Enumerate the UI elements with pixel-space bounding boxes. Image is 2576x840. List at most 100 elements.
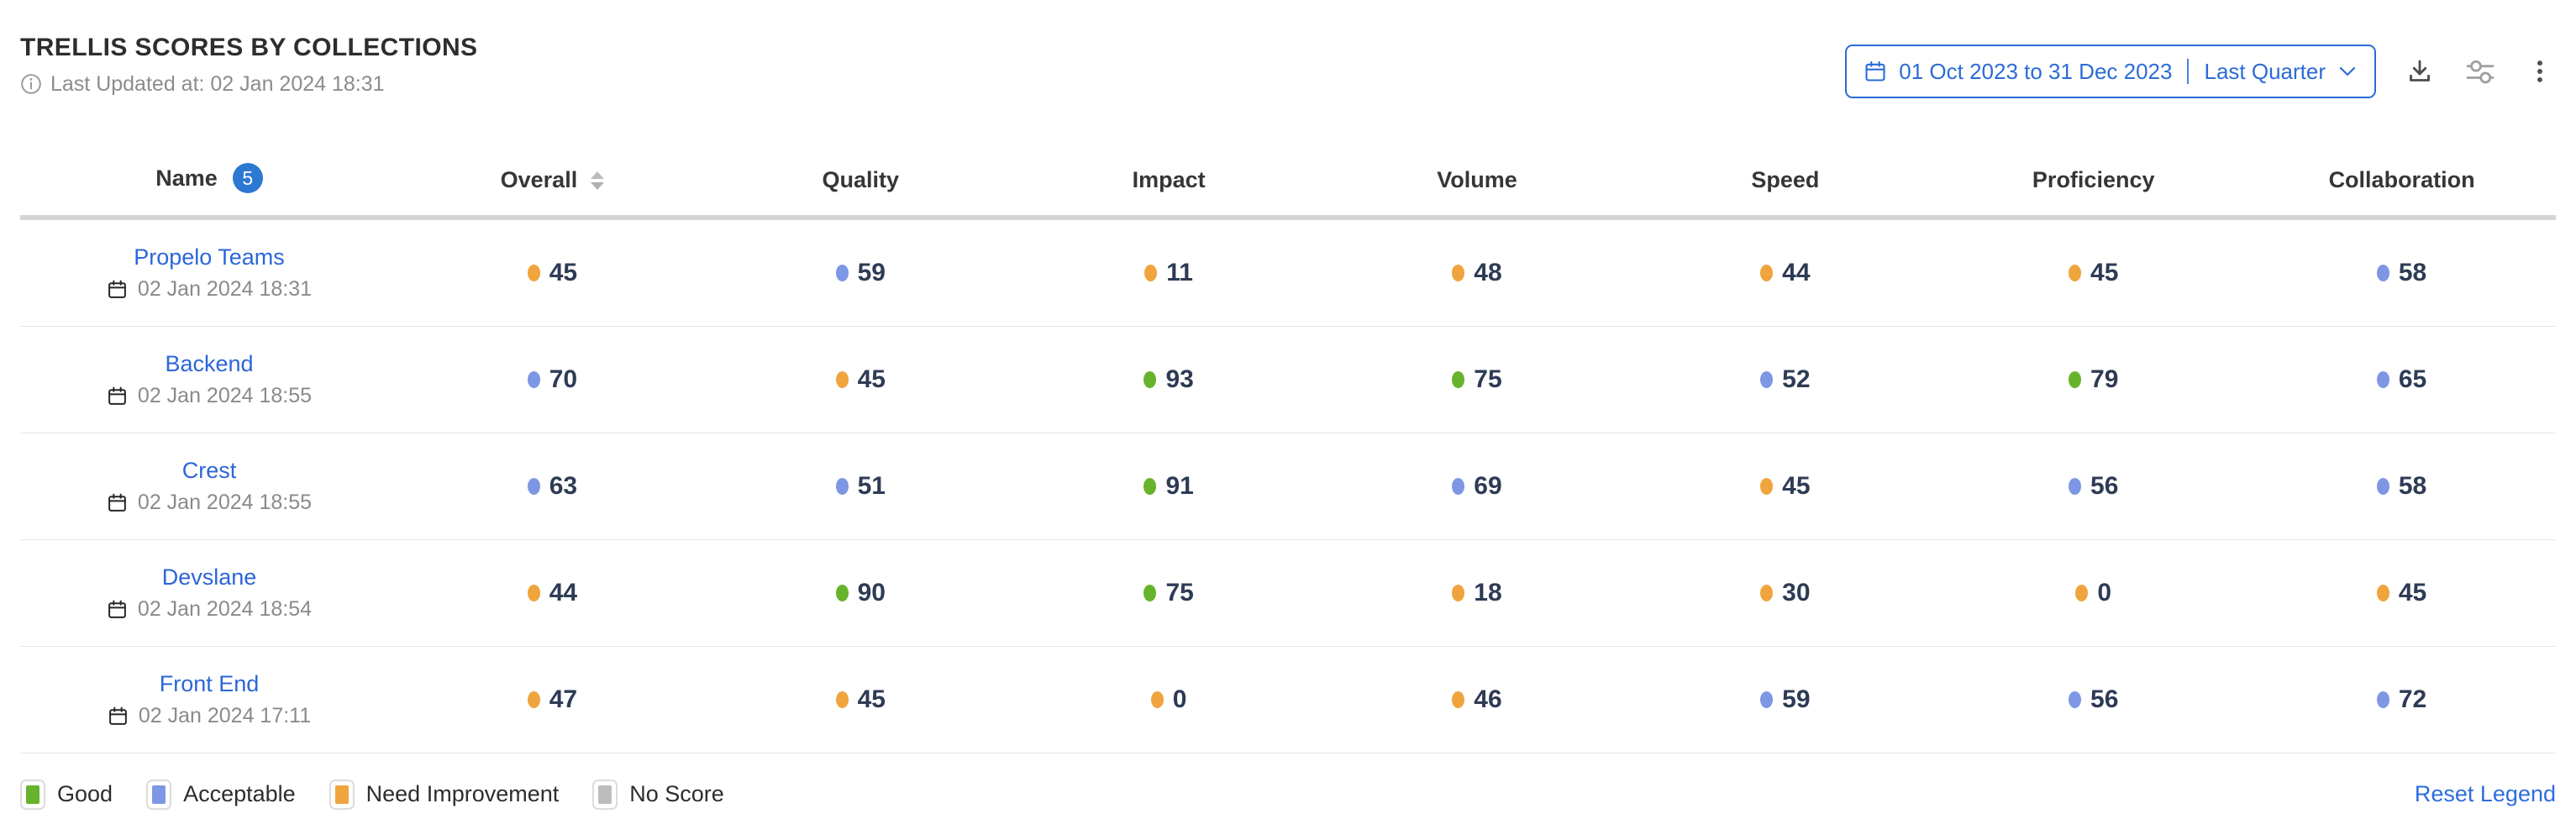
column-header-impact[interactable]: Impact	[1015, 167, 1323, 193]
score-cell: 90	[707, 540, 1015, 646]
download-button[interactable]	[2405, 56, 2435, 87]
score-dot	[1143, 585, 1157, 601]
score-dot	[2075, 585, 2089, 601]
score-cell: 46	[1323, 647, 1632, 753]
collection-link[interactable]: Crest	[181, 458, 237, 483]
column-label: Speed	[1751, 167, 1820, 192]
row-date: 02 Jan 2024 18:31	[137, 277, 313, 301]
legend-bar: Good Acceptable Need Improvement No Scor…	[20, 753, 2556, 835]
score-value: 47	[549, 685, 578, 713]
more-menu-button[interactable]	[2526, 57, 2554, 86]
collection-link[interactable]: Backend	[165, 351, 254, 376]
score-value: 46	[1474, 685, 1502, 713]
score-dot	[1452, 691, 1465, 708]
column-label: Overall	[500, 167, 578, 192]
column-header-proficiency[interactable]: Proficiency	[1939, 167, 2247, 193]
score-cell: 0	[1015, 647, 1323, 753]
column-label: Name	[155, 165, 218, 191]
score-value: 45	[549, 259, 578, 286]
score-dot	[1143, 371, 1157, 388]
score-value: 44	[549, 579, 578, 606]
column-label: Volume	[1437, 167, 1517, 192]
score-dot	[527, 371, 540, 388]
row-date-line: 02 Jan 2024 18:31	[107, 277, 312, 302]
score-cell: 45	[398, 220, 707, 326]
legend-color-chip	[592, 779, 618, 810]
sliders-icon	[2466, 60, 2495, 84]
score-cell: 56	[1939, 433, 2247, 539]
column-header-volume[interactable]: Volume	[1323, 167, 1632, 193]
name-cell: Crest 02 Jan 2024 18:55	[20, 433, 398, 539]
column-header-overall[interactable]: Overall	[398, 167, 707, 193]
legend-items: Good Acceptable Need Improvement No Scor…	[20, 779, 724, 810]
legend-label: Acceptable	[183, 781, 296, 806]
score-cell: 44	[398, 540, 707, 646]
sort-icon[interactable]	[591, 171, 605, 190]
collection-link[interactable]: Devslane	[161, 564, 257, 590]
score-dot	[835, 371, 849, 388]
legend-label: Good	[57, 781, 113, 806]
score-cell: 11	[1015, 220, 1323, 326]
score-dot	[527, 265, 540, 281]
legend-color-chip	[329, 779, 355, 810]
score-dot	[2376, 585, 2389, 601]
page-title: TRELLIS SCORES BY COLLECTIONS	[20, 34, 478, 61]
score-dot	[2069, 691, 2082, 708]
row-date: 02 Jan 2024 18:54	[137, 597, 313, 621]
score-cell: 30	[1631, 540, 1939, 646]
score-value: 0	[2097, 579, 2112, 606]
score-cell: 65	[2247, 327, 2556, 433]
score-dot	[527, 585, 540, 601]
legend-item[interactable]: No Score	[592, 779, 724, 810]
score-value: 18	[1474, 579, 1502, 606]
score-value: 56	[2090, 685, 2119, 713]
score-value: 91	[1165, 472, 1194, 500]
score-cell: 79	[1939, 327, 2247, 433]
column-header-name[interactable]: Name 5	[20, 163, 398, 193]
column-header-speed[interactable]: Speed	[1631, 167, 1939, 193]
column-header-collaboration[interactable]: Collaboration	[2247, 167, 2556, 193]
score-cell: 45	[2247, 540, 2556, 646]
score-cell: 56	[1939, 647, 2247, 753]
score-cell: 48	[1323, 220, 1632, 326]
name-cell: Backend 02 Jan 2024 18:55	[20, 327, 398, 433]
column-header-quality[interactable]: Quality	[707, 167, 1015, 193]
score-value: 0	[1172, 685, 1187, 713]
score-dot	[2069, 478, 2082, 495]
score-dot	[1144, 265, 1158, 281]
calendar-icon	[108, 706, 127, 725]
column-label: Impact	[1132, 167, 1206, 192]
score-value: 59	[1782, 685, 1811, 713]
filters-button[interactable]	[2463, 55, 2497, 88]
table-body: Propelo Teams 02 Jan 2024 18:31 45 59 11…	[20, 220, 2556, 753]
chevron-down-icon	[2339, 66, 2356, 76]
score-cell: 52	[1631, 327, 1939, 433]
legend-item[interactable]: Good	[20, 779, 113, 810]
table-row: Front End 02 Jan 2024 17:11 47 45 0 46	[20, 647, 2556, 753]
name-cell: Devslane 02 Jan 2024 18:54	[20, 540, 398, 646]
score-cell: 59	[1631, 647, 1939, 753]
score-cell: 58	[2247, 220, 2556, 326]
name-cell: Front End 02 Jan 2024 17:11	[20, 647, 398, 753]
score-value: 45	[1782, 472, 1811, 500]
legend-item[interactable]: Need Improvement	[329, 779, 559, 810]
date-range-picker[interactable]: 01 Oct 2023 to 31 Dec 2023 Last Quarter	[1845, 45, 2376, 98]
score-dot	[835, 265, 849, 281]
calendar-icon	[108, 280, 126, 298]
score-cell: 45	[1939, 220, 2247, 326]
collection-link[interactable]: Front End	[159, 671, 260, 696]
reset-legend-link[interactable]: Reset Legend	[2414, 781, 2556, 806]
collection-link[interactable]: Propelo Teams	[134, 244, 285, 270]
score-value: 70	[549, 365, 578, 393]
legend-color-chip	[146, 779, 172, 810]
score-cell: 0	[1939, 540, 2247, 646]
row-date: 02 Jan 2024 18:55	[137, 384, 313, 407]
download-icon	[2410, 60, 2430, 81]
row-date-line: 02 Jan 2024 17:11	[108, 704, 311, 728]
score-value: 58	[2398, 259, 2427, 286]
legend-item[interactable]: Acceptable	[146, 779, 296, 810]
score-value: 75	[1165, 579, 1194, 606]
score-value: 58	[2398, 472, 2427, 500]
score-value: 65	[2398, 365, 2427, 393]
last-updated-line: Last Updated at: 02 Jan 2024 18:31	[20, 72, 2556, 96]
